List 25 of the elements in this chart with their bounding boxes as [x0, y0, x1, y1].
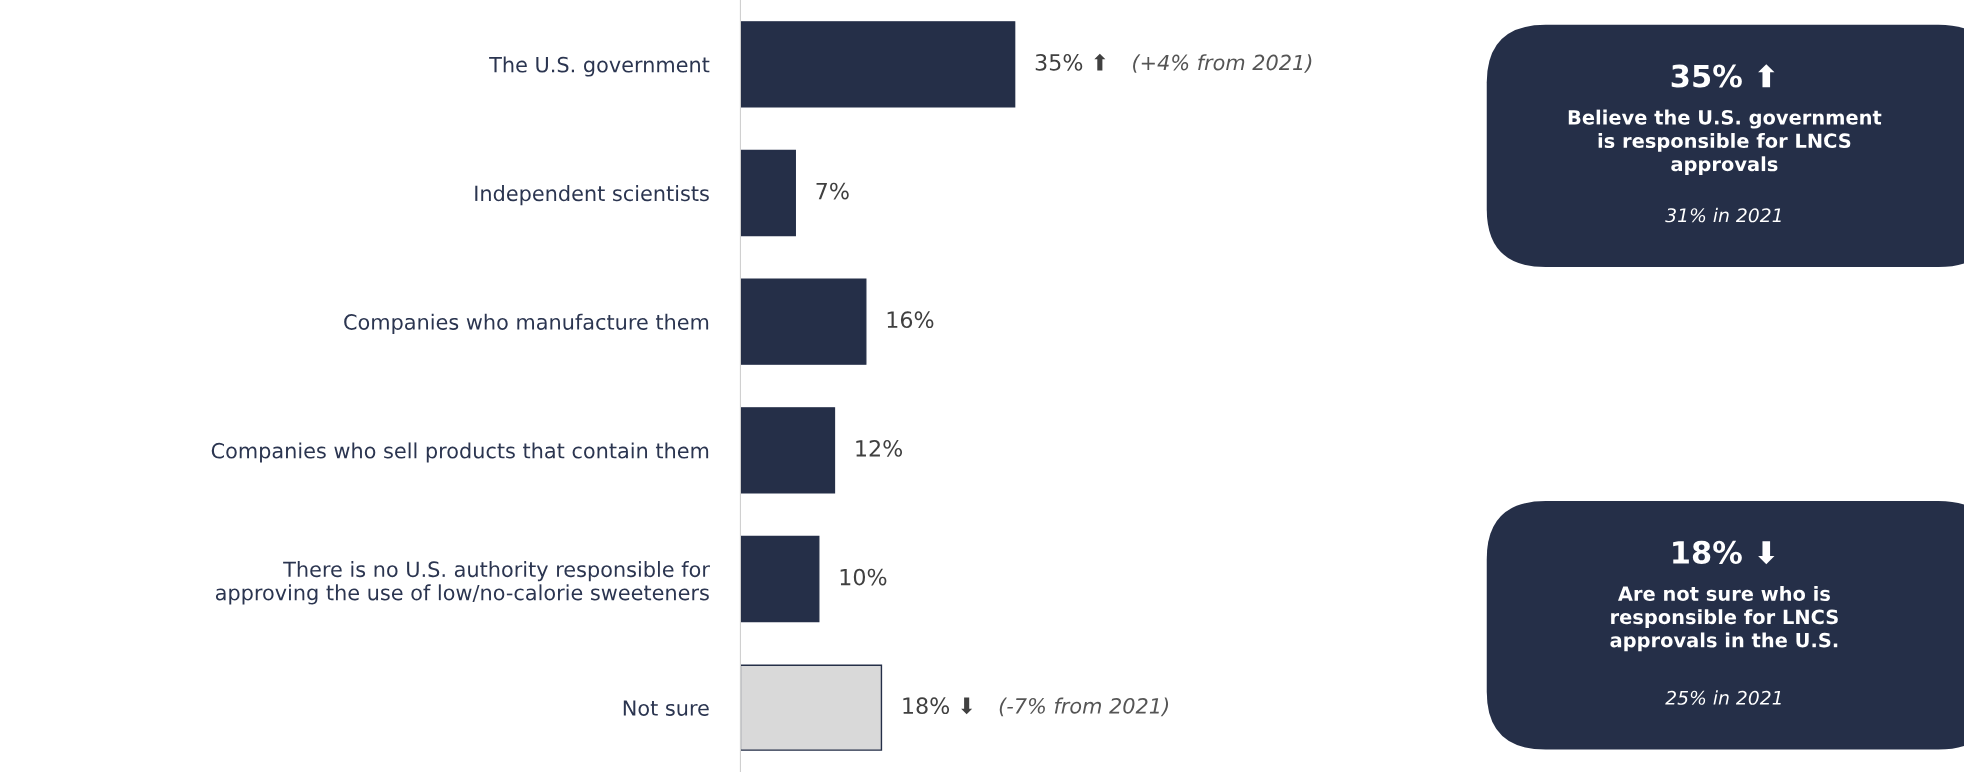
y-tick-label: Companies who manufacture them: [344, 313, 709, 334]
data-label: 35% ⬆: [1035, 53, 1106, 71]
annotation: (-7% from 2021): [999, 697, 1169, 717]
data-label: 18% ⬇: [903, 697, 973, 715]
bar: [740, 407, 836, 494]
bar: [740, 21, 1016, 108]
data-label: 12%: [856, 439, 903, 457]
y-tick-label: There is no U.S. authority responsible for approving the use of low/no-calorie sweeteners: [215, 561, 710, 605]
y-tick-label: Independent scientists: [475, 185, 709, 206]
data-label: 16%: [887, 311, 934, 329]
y-tick-label: Companies who sell products that contain them: [211, 442, 709, 463]
text: 18% ⬇: [1673, 540, 1775, 565]
text: 31% in 2021: [1665, 207, 1781, 223]
bar: [740, 535, 820, 623]
text: 25% in 2021: [1665, 690, 1781, 705]
text: (+4% from 2021): [1133, 54, 1312, 73]
data-label: 7%: [816, 182, 849, 200]
bar: [740, 278, 867, 365]
bar: [740, 149, 796, 237]
y-tick-label: The U.S. government: [489, 56, 710, 77]
text: 35% ⬆: [1671, 64, 1775, 88]
text: Are not sure who is responsible for LNCS approvals in the U.S.: [1610, 585, 1838, 652]
data-label: 10%: [840, 568, 887, 586]
text: Believe the U.S. government is responsible for LNCS approvals: [1568, 109, 1882, 176]
y-tick-label: Not sure: [623, 700, 709, 716]
